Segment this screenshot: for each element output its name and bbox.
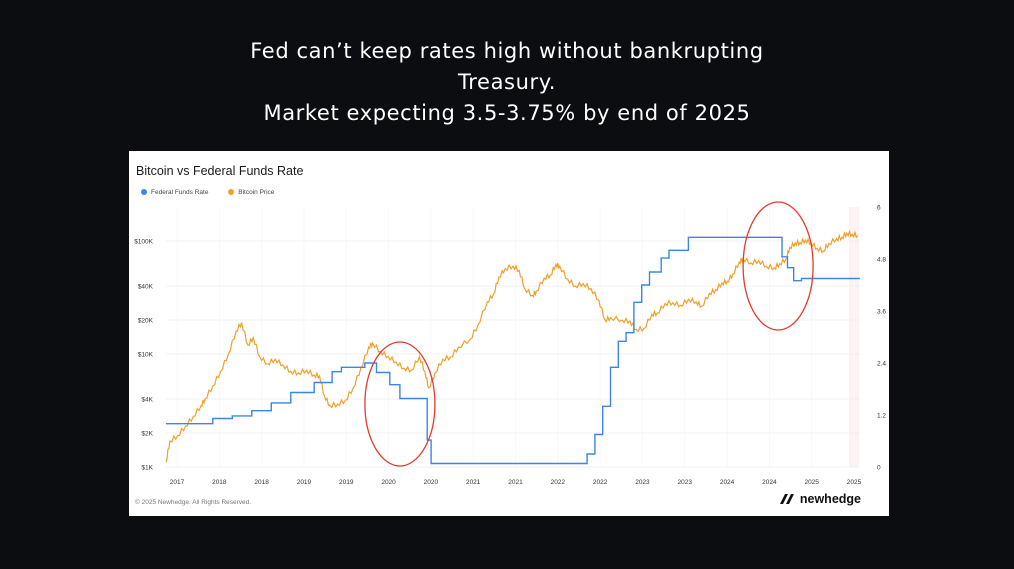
- chart-plot: $1K $2K $4K $10K $20K $40K $100K 0 1.2 2.4 3.6 4.8…: [134, 201, 886, 486]
- newhedge-logo-icon: [779, 494, 794, 504]
- headline-line-3: Market expecting 3.5-3.75% by end of 202…: [263, 101, 751, 125]
- x-tick-label: 2021: [508, 479, 523, 486]
- y-tick-label-left: $100K: [134, 238, 153, 245]
- x-tick-label: 2025: [804, 479, 819, 486]
- x-tick-label: 2019: [297, 479, 312, 486]
- x-tick-label: 2022: [551, 479, 566, 486]
- y-tick-label-right: 1.2: [877, 412, 886, 419]
- y-tick-label-left: $20K: [138, 317, 154, 324]
- y-axis-right: 0 1.2 2.4 3.6 4.8 6: [877, 204, 886, 471]
- brand-logo[interactable]: newhedge: [779, 492, 861, 506]
- plot-area: [166, 207, 860, 467]
- y-tick-label-left: $1K: [141, 464, 153, 471]
- x-tick-label: 2019: [339, 479, 354, 486]
- legend-item-btc[interactable]: Bitcoin Price: [228, 189, 274, 196]
- legend-label-fed: Federal Funds Rate: [151, 189, 209, 196]
- y-tick-label-right: 4.8: [877, 256, 886, 263]
- y-tick-label-right: 3.6: [877, 308, 886, 315]
- x-tick-label: 2023: [635, 479, 650, 486]
- legend-item-fed[interactable]: Federal Funds Rate: [141, 189, 208, 196]
- chart-card: $1K $2K $4K $10K $20K $40K $100K 0 1.2 2.4 3.6 4.8…: [129, 151, 889, 516]
- x-tick-label: 2024: [762, 479, 777, 486]
- y-tick-label-left: $4K: [141, 396, 153, 403]
- x-tick-label: 2020: [424, 479, 439, 486]
- legend-dot-fed-icon: [141, 189, 147, 195]
- y-tick-label-right: 6: [877, 204, 881, 211]
- annotation-group: [364, 201, 814, 467]
- chart-title: Bitcoin vs Federal Funds Rate: [136, 164, 304, 178]
- x-tick-label: 2025: [847, 479, 862, 486]
- x-tick-label: 2022: [593, 479, 608, 486]
- annotation-ellipse: [364, 341, 436, 467]
- chart-legend: Federal Funds Rate Bitcoin Price: [141, 189, 292, 196]
- y-tick-label-left: $2K: [141, 430, 153, 437]
- x-axis: 2017 2018 2018 2019 2019 2020 2020 2021 2021 2022…: [170, 479, 862, 486]
- y-axis-left: $1K $2K $4K $10K $20K $40K $100K: [134, 238, 153, 471]
- x-tick-label: 2017: [170, 479, 185, 486]
- y-tick-label-right: 2.4: [877, 360, 886, 367]
- x-tick-label: 2024: [720, 479, 735, 486]
- y-tick-label-left: $40K: [138, 283, 154, 290]
- x-tick-label: 2023: [678, 479, 693, 486]
- y-tick-label-left: $10K: [138, 351, 154, 358]
- x-tick-label: 2018: [212, 479, 227, 486]
- x-tick-label: 2020: [381, 479, 396, 486]
- y-tick-label-right: 0: [877, 464, 881, 471]
- legend-dot-btc-icon: [228, 189, 235, 195]
- legend-label-btc: Bitcoin Price: [238, 189, 275, 196]
- x-tick-label: 2021: [466, 479, 481, 486]
- series-line-bitcoin-price: [165, 229, 859, 463]
- headline-line-1: Fed can’t keep rates high without bankru…: [250, 39, 764, 63]
- annotation-ellipse: [742, 201, 814, 331]
- x-tick-label: 2018: [254, 479, 269, 486]
- copyright-text: © 2025 Newhedge. All Rights Reserved.: [135, 499, 252, 506]
- grid-lines: [166, 207, 860, 468]
- brand-name: newhedge: [799, 492, 861, 506]
- headline: Fed can’t keep rates high without bankru…: [0, 36, 1014, 129]
- series-line-federal-funds-rate: [166, 236, 860, 465]
- headline-line-2: Treasury.: [457, 70, 557, 94]
